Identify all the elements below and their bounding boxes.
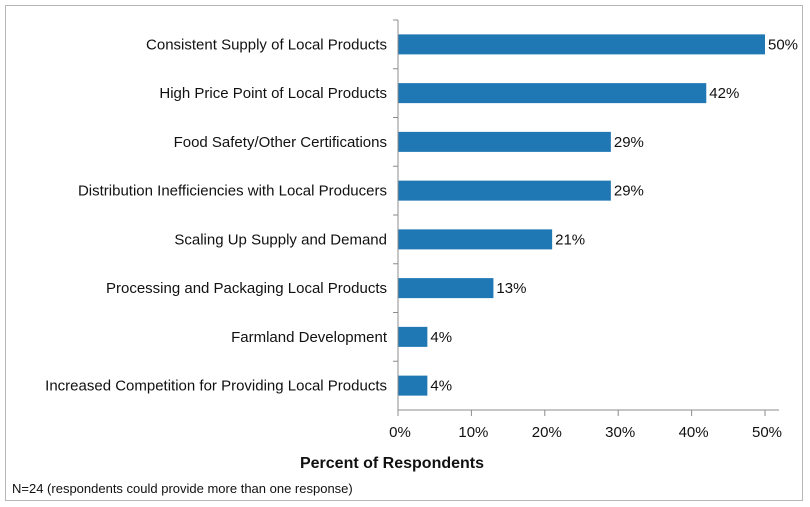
data-label: 21% [555,231,585,248]
category-label: High Price Point of Local Products [159,85,387,102]
bar [398,180,611,201]
bar [398,83,707,104]
data-label: 4% [430,378,452,395]
data-label: 29% [614,183,644,200]
category-label: Food Safety/Other Certifications [174,134,387,151]
bars-layer [398,34,765,396]
category-label: Increased Competition for Providing Loca… [45,378,387,395]
category-label: Consistent Supply of Local Products [146,36,387,53]
bar [398,131,611,152]
axes-layer: 0% 10% 20% 30% 40% 50% [389,19,782,441]
value-labels-layer: 50% 42% 29% 29% 21% 13% 4% 4% [430,36,798,394]
bar [398,375,428,396]
data-label: 4% [430,329,452,346]
data-label: 50% [768,36,798,53]
x-axis-title: Percent of Respondents [300,455,484,472]
category-label: Processing and Packaging Local Products [106,280,387,297]
data-label: 13% [496,280,526,297]
category-label: Scaling Up Supply and Demand [174,231,387,248]
category-label: Farmland Development [231,329,388,346]
footnote: N=24 (respondents could provide more tha… [12,481,353,496]
bar [398,229,553,250]
bar [398,278,494,299]
x-tick-label: 40% [679,424,709,441]
category-label: Distribution Inefficiencies with Local P… [78,183,387,200]
x-tick-label: 0% [389,424,411,441]
x-tick-label: 10% [458,424,488,441]
x-tick-label: 20% [532,424,562,441]
x-tick-label: 50% [752,424,782,441]
data-label: 42% [709,85,739,102]
bar [398,326,428,347]
bar [398,34,765,55]
x-tick-label: 30% [605,424,635,441]
category-labels-layer: Consistent Supply of Local Products High … [45,36,388,394]
data-label: 29% [614,134,644,151]
